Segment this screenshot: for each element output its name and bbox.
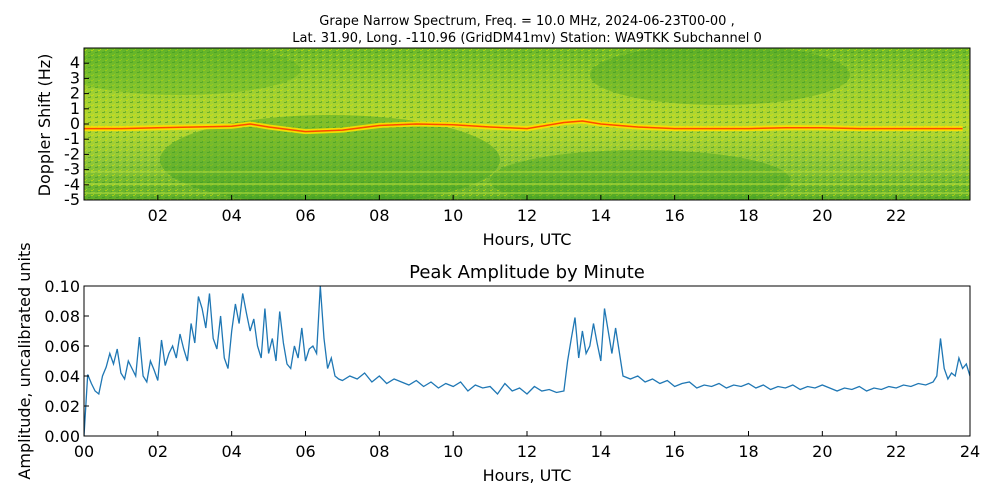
spectrogram-title-line1: Grape Narrow Spectrum, Freq. = 10.0 MHz,… [319, 14, 734, 29]
amplitude-y-tick-label: 0.10 [44, 277, 80, 296]
amplitude-x-tick-label: 10 [443, 442, 463, 461]
amplitude-x-tick-label: 04 [221, 442, 241, 461]
amplitude-x-tick-label: 18 [738, 442, 758, 461]
spectrogram-y-tick-label: 1 [70, 99, 80, 118]
spectrogram-y-tick-label: -2 [64, 144, 80, 163]
spectrogram-x-tick-label: 08 [369, 206, 389, 225]
spectrogram-y-tick-label: -3 [64, 160, 80, 179]
amplitude-x-tick-label: 06 [295, 442, 315, 461]
spectrogram-y-tick-label: -1 [64, 129, 80, 148]
spectrogram-plot-area [84, 48, 970, 200]
spectrogram-y-tick-label: 4 [70, 53, 80, 72]
amplitude-x-tick-label: 14 [591, 442, 611, 461]
amplitude-x-tick-label: 02 [148, 442, 168, 461]
spectrogram-dark-region [84, 48, 300, 95]
amplitude-x-tick-label: 24 [960, 442, 980, 461]
amplitude-x-tick-label: 08 [369, 442, 389, 461]
spectrogram-x-tick-label: 10 [443, 206, 463, 225]
spectrogram-x-tick-label: 06 [295, 206, 315, 225]
amplitude-y-axis-label: Amplitude, uncalibrated units [15, 242, 34, 479]
spectrogram-x-tick-label: 20 [812, 206, 832, 225]
spectrogram-y-tick-label: -5 [64, 190, 80, 209]
spectrogram-x-tick-label: 22 [886, 206, 906, 225]
spectrogram-x-tick-label: 12 [517, 206, 537, 225]
amplitude-plot-area [84, 286, 970, 436]
amplitude-y-tick-label: 0.00 [44, 427, 80, 446]
amplitude-x-axis-label: Hours, UTC [483, 466, 572, 485]
spectrogram-y-tick-label: 0 [70, 114, 80, 133]
amplitude-x-tick-label: 12 [517, 442, 537, 461]
amplitude-y-tick-label: 0.02 [44, 397, 80, 416]
spectrogram-x-tick-label: 02 [148, 206, 168, 225]
amplitude-y-tick-label: 0.04 [44, 367, 80, 386]
amplitude-series-line [84, 286, 970, 436]
amplitude-x-tick-label: 16 [664, 442, 684, 461]
spectrogram-carrier-peak [84, 120, 963, 133]
spectrogram-y-axis-label: Doppler Shift (Hz) [35, 54, 54, 197]
amplitude-y-tick-label: 0.06 [44, 337, 80, 356]
spectrogram-title-line2: Lat. 31.90, Long. -110.96 (GridDM41mv) S… [292, 31, 762, 46]
spectrogram-dark-region [160, 115, 500, 200]
spectrogram-x-tick-label: 04 [221, 206, 241, 225]
amplitude-y-tick-label: 0.08 [44, 307, 80, 326]
spectrogram-y-tick-label: 3 [70, 68, 80, 87]
amplitude-x-tick-label: 20 [812, 442, 832, 461]
amplitude-x-tick-label: 00 [74, 442, 94, 461]
spectrogram-x-tick-label: 14 [591, 206, 611, 225]
spectrogram-y-tick-label: -4 [64, 175, 80, 194]
amplitude-x-tick-label: 22 [886, 442, 906, 461]
spectrogram-dark-region [490, 150, 790, 200]
spectrogram-dark-region [590, 48, 850, 105]
spectrogram-x-tick-label: 16 [664, 206, 684, 225]
spectrogram-x-tick-label: 18 [738, 206, 758, 225]
amplitude-chart-title: Peak Amplitude by Minute [409, 262, 645, 283]
spectrogram-x-axis-label: Hours, UTC [483, 230, 572, 249]
spectrogram-y-tick-label: 2 [70, 84, 80, 103]
